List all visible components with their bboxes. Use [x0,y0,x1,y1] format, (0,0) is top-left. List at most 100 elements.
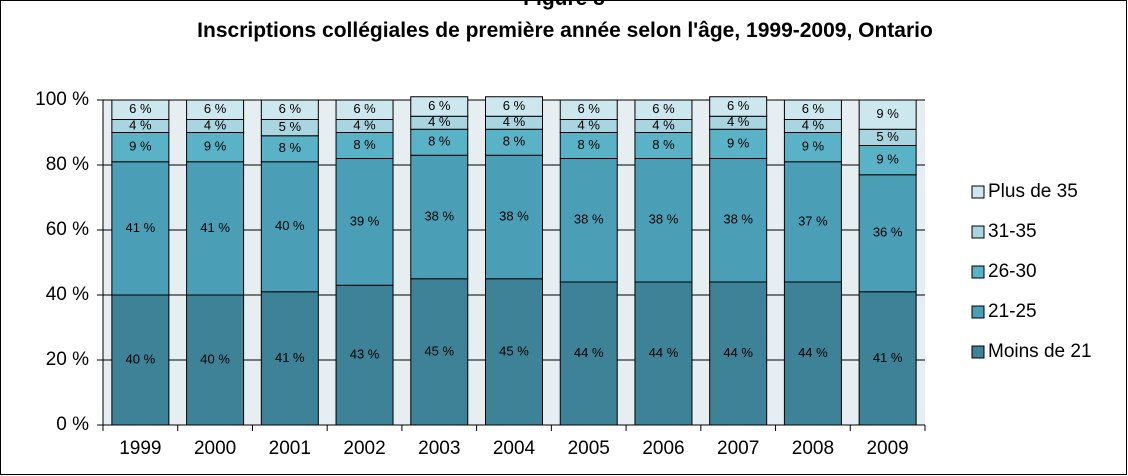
data-label: 4 % [652,117,675,132]
data-label: 44 % [798,345,828,360]
bar-segment [559,99,618,120]
x-tick-label: 2008 [792,438,834,459]
bar-segment [186,294,245,426]
legend-label: Moins de 21 [988,341,1092,362]
data-label: 8 % [503,134,526,149]
bar-segment [783,281,842,426]
bar-segment [709,128,768,159]
bar-segment [709,96,768,117]
data-label: 39 % [350,213,380,228]
bar-segment [783,99,842,120]
data-label: 9 % [876,106,899,121]
bar-segment [335,158,394,286]
data-label: 9 % [727,135,750,150]
legend-swatch [971,305,985,319]
data-label: 4 % [503,114,526,129]
legend-swatch [971,225,985,239]
data-label: 6 % [652,101,675,116]
bar-segment [111,99,170,120]
data-label: 41 % [200,220,230,235]
legend-label: Plus de 35 [988,181,1078,202]
bar-segment [783,161,842,283]
data-label: 9 % [129,139,152,154]
bar-segment [410,128,469,156]
legend-swatch [971,345,985,359]
bar-segment [858,291,917,426]
data-label: 6 % [428,98,451,113]
data-label: 5 % [876,129,899,144]
data-label: 4 % [727,114,750,129]
bar-segment [260,99,319,120]
data-label: 45 % [499,343,529,358]
chart-title: Inscriptions collégiales de première ann… [197,19,933,42]
chart-heading: Figure 8 [0,0,1128,12]
data-label: 44 % [649,345,679,360]
bar-segment [559,281,618,426]
data-label: 45 % [424,343,454,358]
legend-swatch [971,265,985,279]
bar-segment [559,158,618,283]
legend-label: 21-25 [988,301,1037,322]
y-tick-label: 0 % [56,414,89,435]
bar-segment [186,161,245,296]
data-label: 6 % [727,98,750,113]
data-label: 40 % [126,351,156,366]
x-tick-label: 1999 [119,438,161,459]
bar-segment [260,135,319,163]
data-label: 4 % [428,114,451,129]
bar-segment [485,96,543,117]
data-label: 38 % [574,212,604,227]
x-tick-label: 2006 [642,438,684,459]
x-tick-label: 2001 [269,438,311,459]
data-label: 41 % [126,220,156,235]
bar-segment [410,278,469,426]
y-tick-label: 40 % [46,284,89,305]
bar-segment [709,158,768,283]
x-tick-label: 2007 [717,438,759,459]
data-label: 37 % [798,213,828,228]
x-tick-label: 2002 [343,438,385,459]
data-label: 36 % [873,225,903,240]
data-label: 9 % [876,152,899,167]
data-label: 8 % [279,140,302,155]
bar-segment [410,154,469,280]
data-label: 38 % [424,208,454,223]
bar-segment [186,99,245,120]
x-tick-label: 2004 [493,438,536,459]
data-label: 8 % [353,137,376,152]
bar-segment [634,99,693,120]
bar-segment [634,132,693,159]
bar-segment [709,281,768,426]
bar-segment [260,161,319,293]
data-label: 4 % [353,117,376,132]
data-label: 43 % [350,347,380,362]
data-label: 8 % [428,134,451,149]
data-label: 6 % [129,101,152,116]
x-tick-label: 2009 [866,438,908,459]
data-label: 6 % [802,101,825,116]
data-label: 41 % [873,350,903,365]
bar-segment [186,132,245,163]
data-label: 9 % [802,139,825,154]
x-tick-label: 2003 [418,438,460,459]
x-tick-label: 2005 [568,438,610,459]
y-tick-label: 60 % [46,219,89,240]
bar-segment [485,128,543,156]
data-label: 6 % [503,98,526,113]
bar-segment [335,284,394,426]
data-label: 38 % [649,212,679,227]
data-label: 40 % [200,351,230,366]
bar-segment [783,132,842,163]
y-tick-label: 20 % [46,349,89,370]
y-tick-label: 80 % [46,154,89,175]
data-label: 4 % [204,117,227,132]
data-label: 38 % [723,212,753,227]
data-label: 6 % [353,101,376,116]
data-label: 4 % [578,117,601,132]
data-label: 40 % [275,218,305,233]
data-label: 41 % [275,350,305,365]
data-label: 6 % [578,101,601,116]
data-label: 6 % [204,101,227,116]
